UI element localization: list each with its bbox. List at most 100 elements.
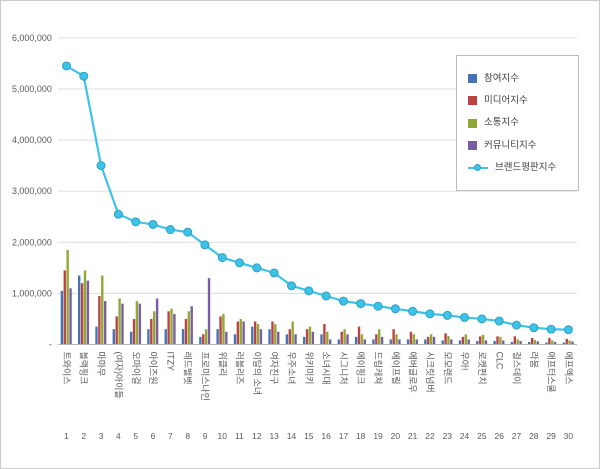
bar-communication [568,340,571,345]
bar-participation [95,326,98,345]
x-axis-category-label: 위키미키 [304,351,314,384]
bar-participation [112,329,115,345]
bar-media [565,338,568,345]
brand-index-marker [390,304,400,314]
bar-community [432,336,436,345]
bar-communication [153,311,156,345]
bar-communication [481,334,485,345]
bar-community [398,339,401,345]
y-axis-tick-label: 1,000,000 [12,288,52,298]
x-axis-category-label: 마마무 [96,351,106,376]
x-axis-category-label: 시그니처 [338,351,349,384]
bar-participation [424,339,427,345]
x-axis-category-label: 이달의 소녀 [252,351,263,395]
x-axis-category-label: 에프엑스 [563,351,574,384]
x-axis-rank-label: 19 [373,431,383,441]
bar-community [346,334,349,345]
bar-communication [256,324,260,345]
x-axis-category-label: 아이즈원 [148,351,158,384]
brand-index-marker [563,325,573,335]
brand-index-marker [494,316,504,326]
bar-participation [199,336,202,345]
bar-media [202,334,205,345]
x-axis-category-label: 애프터스쿨 [546,351,556,392]
bar-community [86,280,90,345]
x-axis-rank-label: 12 [252,431,262,441]
bar-communication [66,249,69,345]
media-swatch-icon [468,96,477,106]
bar-community [467,339,470,345]
bar-participation [164,329,167,345]
bar-media [288,329,291,345]
brand-index-marker [200,240,210,250]
bar-community [69,288,72,345]
bar-communication [187,311,191,345]
community-swatch-icon [468,140,477,150]
bar-participation [406,339,410,345]
bar-media [513,336,516,345]
x-axis-rank-label: 25 [477,431,487,441]
bar-community [415,339,418,345]
bar-community [450,339,453,345]
legend-item-brand-index: 브랜드평판지수 [468,163,574,173]
x-axis-rank-label: 21 [408,431,418,441]
bar-community [311,331,315,345]
bar-media [115,316,118,345]
x-axis-rank-label: 5 [133,431,138,441]
bar-community [277,331,280,345]
x-axis-rank-label: 28 [529,431,539,441]
bar-communication [343,329,346,345]
bar-participation [441,340,444,345]
brand-index-marker [287,281,297,291]
bar-participation [510,341,514,345]
brand-index-marker [252,263,262,273]
x-axis-category-label: 여자친구 [269,351,280,384]
bar-media [63,270,66,345]
bar-community [103,301,107,345]
bar-participation [60,290,64,345]
x-axis-rank-label: 30 [564,431,574,441]
x-axis-rank-label: 15 [304,431,314,441]
bar-participation [181,329,185,345]
bar-media [548,337,551,345]
bar-communication [551,340,554,345]
x-axis-rank-label: 7 [168,431,173,441]
bar-communication [326,331,329,345]
bar-participation [320,334,323,345]
x-axis-rank-label: 17 [339,431,349,441]
x-axis-category-label: 드림캐쳐 [373,351,384,384]
x-axis-category-label: (여자)아이들 [113,351,124,398]
brand-index-marker [165,225,175,235]
bar-participation [216,329,219,345]
bar-participation [285,334,289,345]
legend-item-participation: 참여지수 [468,74,574,84]
x-axis-category-label: 레드벨벳 [183,351,193,384]
legend-item-community: 커뮤니티지수 [468,139,574,151]
brand-index-marker [425,309,435,319]
brand-index-marker [529,323,539,333]
x-axis-rank-label: 22 [425,431,435,441]
x-axis-rank-label: 16 [321,431,331,441]
bar-participation [354,336,358,345]
bar-communication [83,270,87,345]
bar-participation [337,339,341,345]
brand-index-marker-glyph [474,163,481,171]
x-axis-rank-label: 14 [287,431,297,441]
x-axis-category-label: 에이프릴 [390,351,400,384]
bar-community [259,329,263,345]
bar-media [323,324,326,345]
brand-index-marker [113,209,123,219]
bar-community [138,303,141,345]
brand-index-marker [217,253,227,263]
bar-participation [372,339,375,345]
x-axis-rank-label: 26 [495,431,505,441]
bar-communication [274,324,277,345]
bar-communication [412,334,416,345]
bar-series-community [69,278,574,345]
x-axis-rank-label: 29 [546,431,556,441]
bar-participation [129,331,133,345]
bar-communication [533,339,537,345]
legend-label-community: 커뮤니티지수 [484,139,537,151]
legend-item-communication: 소통지수 [468,118,574,128]
